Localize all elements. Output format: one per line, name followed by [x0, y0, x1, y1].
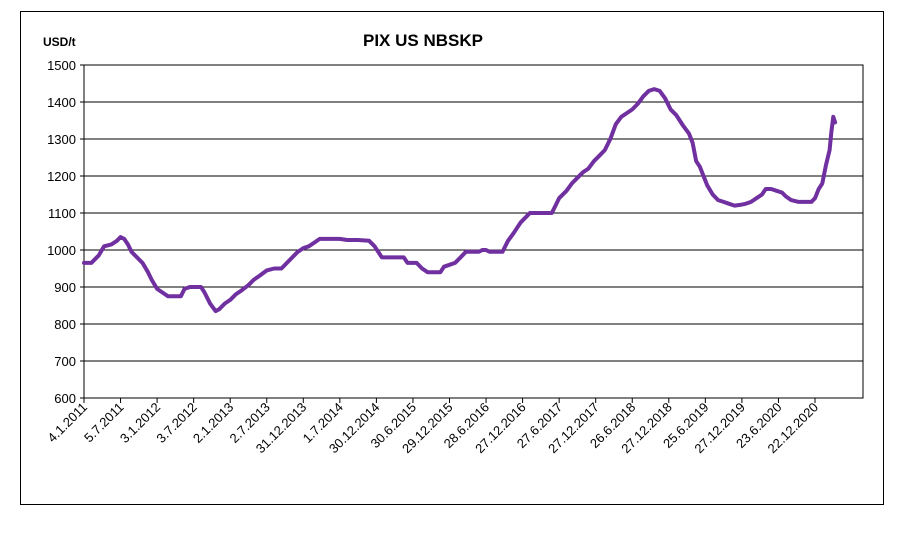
y-axis-unit-label: USD/t	[43, 35, 76, 49]
y-tick-label: 1400	[47, 95, 76, 110]
y-tick-label: 1300	[47, 132, 76, 147]
series-line	[82, 87, 838, 314]
y-tick-label: 1100	[48, 206, 76, 221]
y-tick-label: 1000	[47, 243, 76, 258]
x-tick-label: 4.1.2011	[44, 400, 90, 446]
chart-frame: 600 700 800 900 1000 1100 1200 1300 1400 1500 4.1…	[20, 11, 884, 505]
y-tick-label: 600	[54, 391, 76, 406]
plot-area	[83, 64, 864, 399]
y-tick-label: 1200	[47, 169, 76, 184]
y-tick-label: 900	[54, 280, 76, 295]
y-tick-label: 800	[54, 317, 76, 332]
y-axis-ticks: 600 700 800 900 1000 1100 1200 1300 1400 1500	[47, 58, 84, 406]
chart-svg: 600 700 800 900 1000 1100 1200 1300 1400 1500 4.1…	[43, 31, 864, 456]
chart-title: PIX US NBSKP	[363, 31, 483, 50]
y-tick-label: 1500	[47, 58, 76, 73]
y-tick-label: 700	[54, 354, 76, 369]
x-axis-ticks: 4.1.20115.7.20113.1.20123.7.20122.1.2013…	[44, 398, 821, 456]
gridlines	[84, 64, 863, 362]
